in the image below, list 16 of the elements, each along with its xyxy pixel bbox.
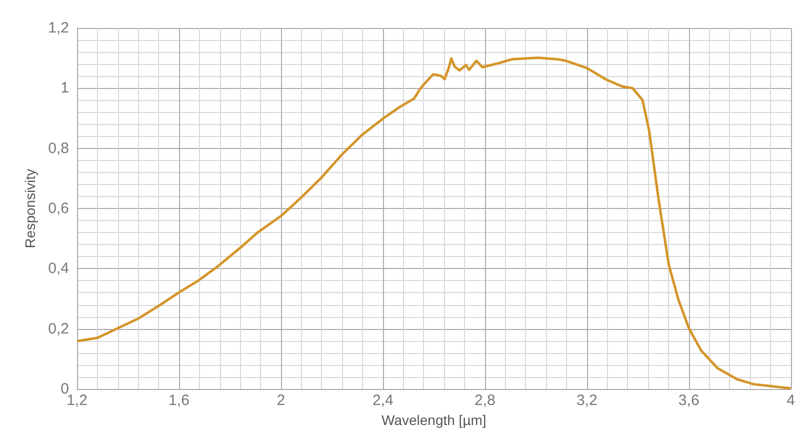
x-tick-label: 2 (276, 392, 286, 409)
x-tick-label: 4 (786, 392, 795, 409)
y-tick-label: 1,2 (48, 20, 69, 36)
y-axis-title: Responsivity (22, 168, 38, 248)
y-tick-label: 0,4 (48, 260, 69, 278)
x-tick-label: 3,2 (576, 392, 598, 409)
x-tick-label: 2,4 (372, 392, 394, 409)
y-tick-label: 1 (60, 80, 69, 97)
y-tick-label: 0,2 (48, 320, 69, 338)
x-tick-label: 2,8 (474, 392, 496, 409)
x-tick-label: 3,6 (678, 392, 700, 409)
y-tick-label: 0,8 (48, 140, 69, 157)
x-axis-title: Wavelength [µm] (382, 412, 486, 428)
y-tick-label: 0 (60, 380, 69, 398)
y-tick-label: 0,6 (48, 200, 69, 217)
x-tick-label: 1,6 (168, 392, 190, 409)
